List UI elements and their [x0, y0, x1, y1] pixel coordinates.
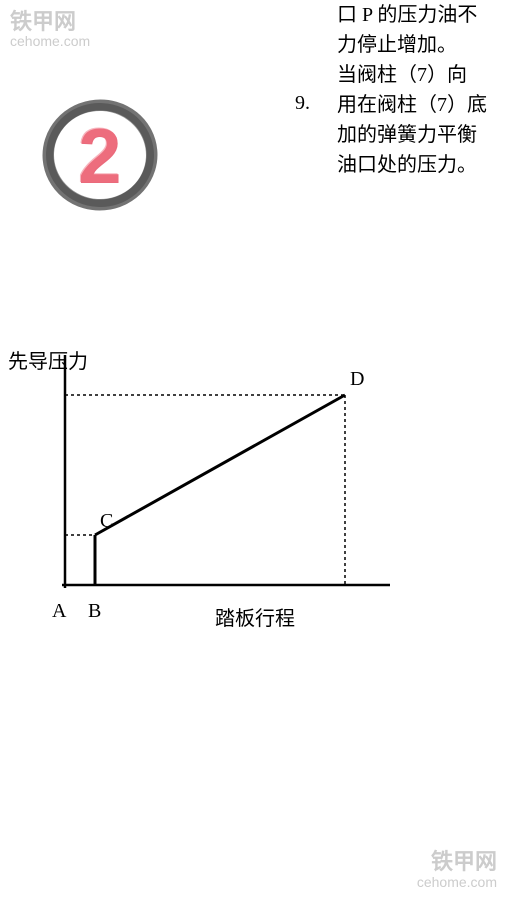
svg-text:2: 2: [77, 111, 120, 199]
text-line-2: 力停止增加。: [307, 30, 507, 60]
document-text: 口 P 的压力油不 力停止增加。 当阀柱（7）向 用在阀柱（7）底 加的弹簧力平…: [307, 0, 507, 180]
watermark-top: 铁甲网 cehome.com: [10, 10, 90, 50]
text-line-5: 加的弹簧力平衡: [307, 120, 507, 150]
watermark-en-top: cehome.com: [10, 34, 90, 49]
text-line-1: 口 P 的压力油不: [307, 0, 507, 30]
chart-point-d: D: [350, 368, 364, 391]
watermark-bottom: 铁甲网 cehome.com: [417, 850, 497, 890]
text-line-6: 油口处的压力。: [307, 150, 507, 180]
text-line-4: 用在阀柱（7）底: [307, 90, 507, 120]
text-line-3: 当阀柱（7）向: [307, 60, 507, 90]
circled-annotation: 2 2: [35, 95, 165, 215]
chart-x-axis-label: 踏板行程: [215, 602, 295, 631]
watermark-cn-bottom: 铁甲网: [417, 850, 497, 874]
watermark-cn-top: 铁甲网: [10, 10, 90, 34]
circled-number-svg: 2 2: [35, 95, 165, 215]
list-item-number: 9.: [295, 92, 310, 115]
watermark-en-bottom: cehome.com: [417, 875, 497, 890]
chart-point-b: B: [88, 600, 101, 623]
chart-point-a: A: [52, 600, 66, 623]
chart-point-c: C: [100, 510, 113, 533]
